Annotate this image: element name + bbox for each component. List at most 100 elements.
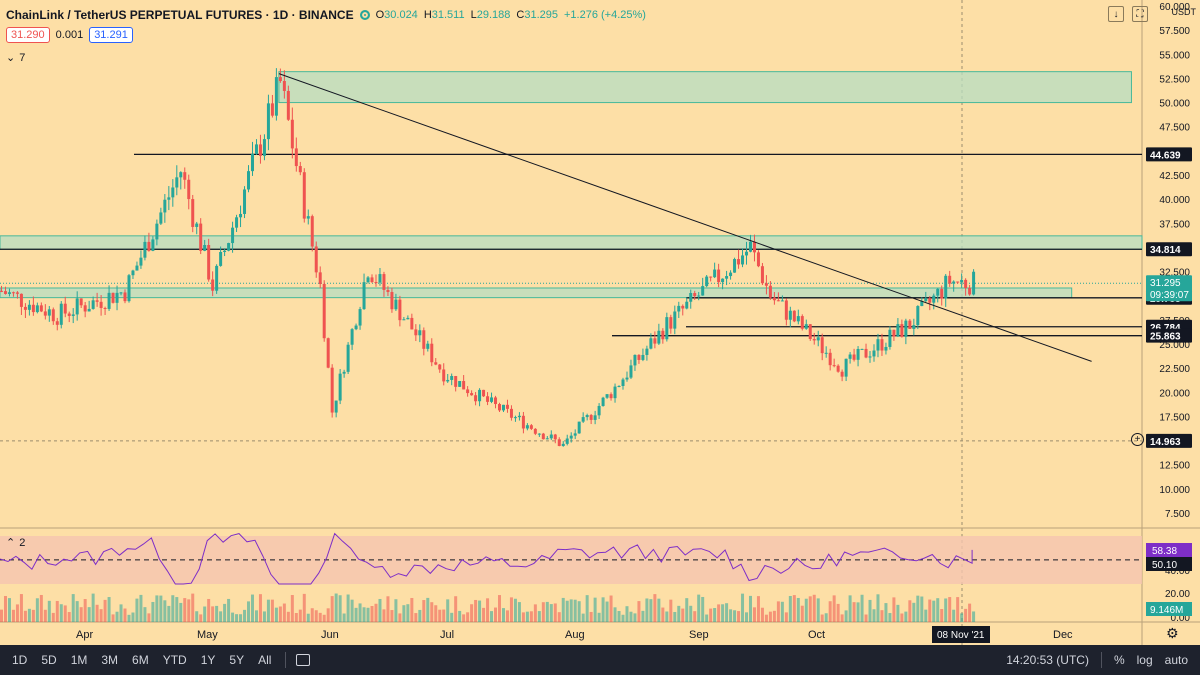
candle-body [896, 324, 900, 337]
price-badge-label: 14.963 [1150, 437, 1181, 448]
candle-body [426, 343, 430, 349]
price-tick: 60.000 [1159, 2, 1190, 13]
volume-bar [952, 609, 956, 622]
range-1d[interactable]: 1D [12, 653, 28, 667]
volume-bar [175, 597, 179, 622]
candle-body [597, 405, 601, 416]
volume-bar [557, 612, 561, 622]
volume-bar [896, 604, 900, 622]
volume-bar [677, 605, 681, 622]
candle-body [525, 425, 529, 429]
arrow-down-icon[interactable]: ↓ [1108, 6, 1124, 22]
candle-body [573, 433, 577, 436]
candle-body [286, 90, 290, 120]
sell-button[interactable]: 31.290 [6, 27, 50, 43]
candle-body [972, 271, 976, 295]
volume-bar [386, 596, 390, 622]
bottom-toolbar: 1D 5D 1M 3M 6M YTD 1Y 5Y All 14:20:53 (U… [0, 645, 1200, 675]
volume-bar [99, 609, 103, 622]
volume-bar [494, 607, 498, 622]
candle-body [509, 408, 513, 418]
volume-bar [250, 594, 254, 622]
candle-body [521, 415, 525, 429]
volume-bar [354, 607, 358, 622]
range-3m[interactable]: 3M [101, 653, 119, 667]
candle-body [800, 316, 804, 329]
price-tick: 20.000 [1159, 388, 1190, 399]
volume-bar [629, 611, 633, 622]
candle-body [864, 348, 868, 358]
range-1y[interactable]: 1Y [200, 653, 216, 667]
low-label: L [470, 9, 477, 21]
high-label: H [423, 9, 432, 21]
time-axis[interactable]: AprMayJunJulAugSepOctNoDec08 Nov '21 [76, 626, 1073, 643]
volume-bar [776, 601, 780, 622]
rsi-mid-badge [1146, 557, 1192, 571]
volume-bar [474, 599, 478, 622]
range-1m[interactable]: 1M [70, 653, 88, 667]
volume-bar [681, 608, 685, 622]
candle-body [956, 281, 960, 283]
volume-bar [87, 607, 91, 622]
candle-body [155, 223, 159, 240]
volume-bar [505, 610, 509, 622]
candle-body [609, 394, 613, 399]
candle-body [99, 301, 103, 308]
volume-bar [772, 610, 776, 622]
volume-bar [920, 596, 924, 622]
horizontal-levels [0, 153, 1142, 337]
volume-bar [621, 614, 625, 622]
fullscreen-icon[interactable]: ⛶ [1132, 6, 1148, 22]
volume-bar [689, 605, 693, 622]
candle-body [167, 197, 171, 200]
candle-body [920, 301, 924, 307]
plus-icon[interactable]: + [1131, 433, 1144, 446]
auto-toggle[interactable]: auto [1164, 653, 1188, 667]
clock-time[interactable]: 14:20:53 (UTC) [1006, 653, 1089, 667]
candle-body [792, 310, 796, 322]
volume-bar [729, 609, 733, 622]
volume-bar [661, 607, 665, 622]
price-tick: 37.500 [1159, 219, 1190, 230]
range-all[interactable]: All [258, 653, 272, 667]
candle-body [135, 265, 139, 271]
volume-bar [123, 608, 127, 622]
trendline[interactable] [278, 73, 1092, 362]
volume-bar [752, 607, 756, 622]
candle-body [67, 313, 71, 316]
candle-body [928, 298, 932, 303]
candle-body [139, 257, 143, 266]
percent-toggle[interactable]: % [1113, 653, 1125, 667]
log-toggle[interactable]: log [1136, 653, 1153, 667]
volume-bar [820, 614, 824, 622]
volume-bar [163, 600, 167, 622]
volume-bar [67, 612, 71, 622]
candle-body [533, 428, 537, 434]
candle-body [784, 300, 788, 320]
candle-body [892, 329, 896, 337]
candle-body [593, 415, 597, 420]
candle-body [752, 241, 756, 253]
candle-body [657, 330, 661, 344]
symbol-title[interactable]: ChainLink / TetherUS PERPETUAL FUTURES ·… [6, 8, 354, 22]
volume-bar [908, 600, 912, 622]
volume-bar [669, 599, 673, 622]
calendar-icon[interactable] [296, 654, 311, 666]
candle-body [243, 189, 247, 214]
crosshair-date-label: 08 Nov '21 [937, 630, 985, 641]
candle-body [633, 354, 637, 366]
divider [285, 652, 287, 668]
gear-icon[interactable]: ⚙ [1166, 625, 1179, 641]
buy-button[interactable]: 31.291 [89, 27, 133, 43]
rsi-pane-toggle[interactable]: ⌃ 2 [6, 536, 25, 550]
volume-bar [370, 606, 374, 622]
range-5d[interactable]: 5D [41, 653, 57, 667]
range-ytd[interactable]: YTD [162, 653, 187, 667]
indicators-toggle[interactable]: ⌄ 7 [6, 51, 25, 65]
volume-bar [75, 601, 79, 622]
range-5y[interactable]: 5Y [229, 653, 245, 667]
candle-body [115, 292, 119, 303]
range-6m[interactable]: 6M [132, 653, 149, 667]
